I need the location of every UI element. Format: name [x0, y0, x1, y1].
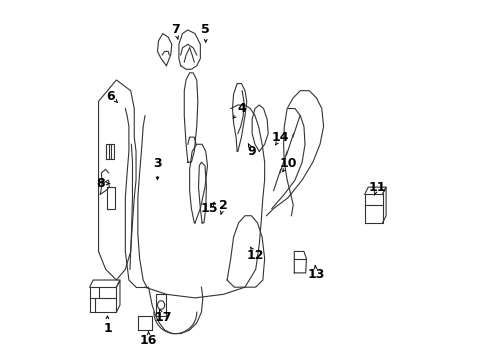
Text: 12: 12 — [247, 248, 265, 261]
Text: 15: 15 — [200, 202, 218, 215]
Text: 14: 14 — [272, 131, 290, 144]
Text: 13: 13 — [308, 268, 325, 281]
Text: 10: 10 — [279, 157, 296, 170]
Text: 5: 5 — [201, 23, 210, 36]
Text: 8: 8 — [96, 177, 105, 190]
Text: 3: 3 — [153, 157, 162, 170]
Text: 7: 7 — [171, 23, 180, 36]
Text: 6: 6 — [107, 90, 115, 103]
Text: 9: 9 — [248, 145, 256, 158]
Text: 1: 1 — [103, 322, 112, 335]
Text: 16: 16 — [140, 334, 157, 347]
Text: 2: 2 — [219, 198, 228, 212]
Text: 4: 4 — [237, 102, 246, 115]
Text: 17: 17 — [154, 311, 172, 324]
Text: 11: 11 — [368, 181, 386, 194]
